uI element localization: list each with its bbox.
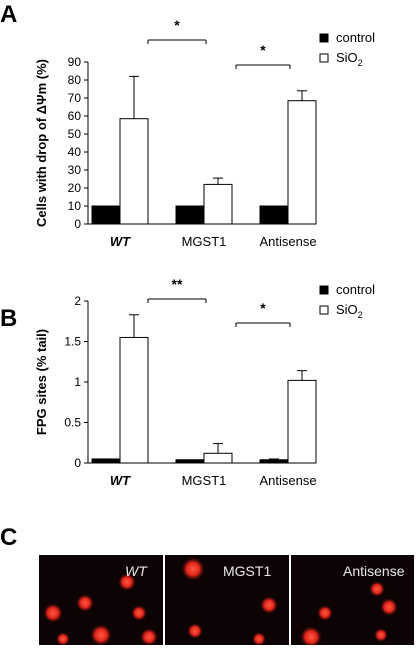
y-tick-label: 90 [68, 55, 82, 69]
micrograph-wt-image [39, 555, 163, 645]
bar-control-wt [91, 458, 121, 464]
y-tick-label: 80 [68, 73, 82, 87]
panel-label-c: C [0, 524, 17, 551]
legend-label-sio2: SiO2 [336, 50, 363, 68]
legend-swatch-control [319, 33, 329, 43]
category-label-mgst1: MGST1 [182, 473, 227, 488]
micrograph-antisense-image [291, 555, 414, 645]
significance-label-2: * [260, 42, 266, 58]
y-tick-label: 50 [68, 127, 82, 141]
bar-control-mgst1 [175, 459, 205, 464]
y-tick-label: 70 [68, 91, 82, 105]
bar-control-antisense [259, 459, 289, 464]
micrograph-mgst1: MGST1 [165, 555, 289, 645]
y-tick-label: 60 [68, 109, 82, 123]
category-label-antisense: Antisense [259, 234, 316, 249]
micrograph-strip: WT MGST1 Antisense [39, 555, 414, 645]
micrograph-wt-label: WT [125, 563, 147, 579]
y-tick-label: 1.5 [64, 335, 81, 349]
bar-control-antisense [259, 205, 289, 225]
bar-sio2-mgst1 [203, 183, 233, 225]
y-tick-label: 10 [68, 199, 82, 213]
chart-a-mitochondrial-potential: 0 10 20 30 40 50 60 70 80 90 Cells with drop of ΔΨ… [34, 17, 375, 249]
category-label-mgst1: MGST1 [182, 234, 227, 249]
y-tick-label: 40 [68, 145, 82, 159]
chart-b-fpg-sites: 0 0.5 1 1.5 2 FPG sites (% tail) WT MGST1 Antise… [34, 276, 375, 488]
y-tick-label: 0 [74, 217, 81, 231]
bar-control-mgst1 [175, 205, 205, 225]
panel-label-a: A [0, 1, 17, 28]
y-tick-label: 0 [74, 456, 81, 470]
y-tick-label: 2 [74, 294, 81, 308]
y-tick-label: 30 [68, 163, 82, 177]
legend-label-control: control [336, 30, 375, 45]
y-axis-label: Cells with drop of ΔΨm (%) [34, 59, 49, 227]
panel-label-b: B [0, 305, 17, 332]
category-label-wt: WT [110, 234, 131, 249]
micrograph-mgst1-label: MGST1 [223, 563, 272, 579]
y-tick-label: 1 [74, 375, 81, 389]
legend-swatch-sio2 [319, 53, 329, 63]
significance-label-2: * [260, 300, 266, 316]
micrograph-antisense-label: Antisense [343, 563, 405, 579]
legend-label-sio2: SiO2 [336, 302, 363, 320]
micrograph-wt: WT [39, 555, 163, 645]
micrograph-antisense: Antisense [291, 555, 414, 645]
y-axis-label: FPG sites (% tail) [34, 329, 49, 435]
category-label-wt: WT [110, 473, 131, 488]
legend-swatch-control [319, 285, 329, 295]
category-label-antisense: Antisense [259, 473, 316, 488]
bar-sio2-mgst1 [203, 452, 233, 464]
bar-control-wt [91, 205, 121, 225]
micrograph-mgst1-image [165, 555, 289, 645]
legend-swatch-sio2 [319, 305, 329, 315]
bar-sio2-wt [119, 336, 149, 464]
significance-label-1: ** [172, 276, 183, 292]
legend-label-control: control [336, 282, 375, 297]
bar-sio2-antisense [287, 379, 317, 464]
y-tick-label: 20 [68, 181, 82, 195]
significance-label-1: * [174, 17, 180, 33]
bar-sio2-antisense [287, 100, 317, 225]
y-tick-label: 0.5 [64, 416, 81, 430]
bar-sio2-wt [119, 118, 149, 225]
